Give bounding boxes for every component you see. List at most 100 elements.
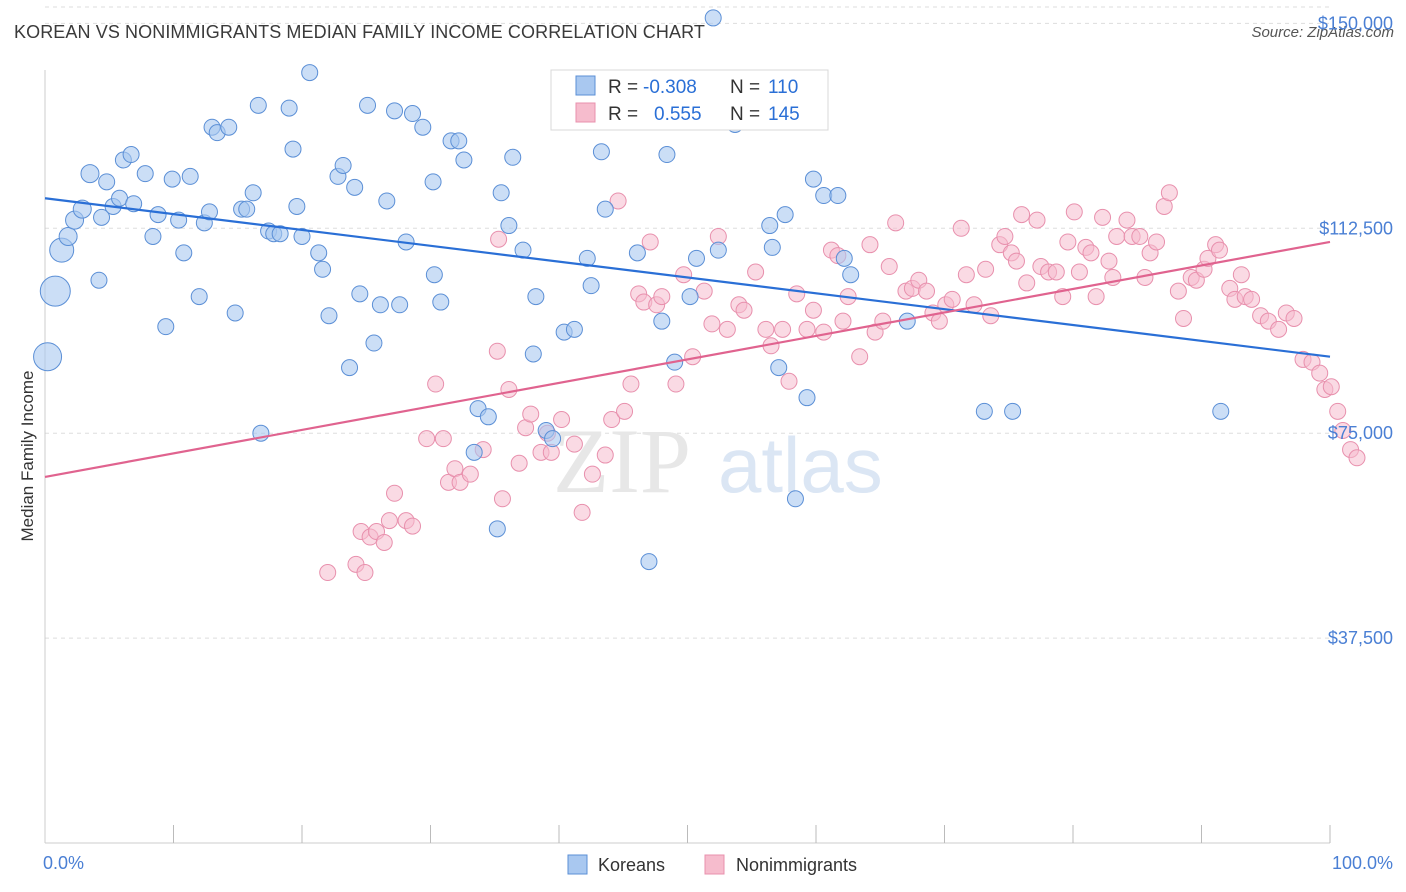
x-tick-label-max: 100.0%: [1332, 853, 1393, 873]
legend-r-label-nonimmigrants: R =: [608, 104, 638, 125]
legend-swatch-koreans: [575, 75, 596, 96]
nonimmigrants-point: [596, 446, 614, 464]
nonimmigrants-point: [603, 411, 621, 429]
nonimmigrants-point: [583, 465, 601, 483]
chart-title: KOREAN VS NONIMMIGRANTS MEDIAN FAMILY IN…: [14, 22, 705, 42]
legend-swatch-nonimmigrants: [575, 102, 596, 123]
koreans-point: [346, 178, 364, 196]
koreans-point: [288, 197, 306, 215]
nonimmigrants-point: [943, 290, 961, 308]
grid-lines: [45, 6, 1330, 639]
nonimmigrants-point: [1070, 263, 1088, 281]
koreans-point: [181, 167, 199, 185]
koreans-point: [371, 296, 389, 314]
koreans-point: [378, 192, 396, 210]
legend-box: [550, 69, 829, 131]
legend-r-value-koreans: -0.308: [643, 77, 697, 98]
koreans-point: [1212, 402, 1230, 420]
koreans-point: [351, 285, 369, 303]
koreans-point: [709, 241, 727, 259]
koreans-point: [424, 173, 442, 191]
nonimmigrants-point: [1131, 227, 1149, 245]
koreans-point: [280, 99, 298, 117]
koreans-point: [804, 170, 822, 188]
y-tick-label: $75,000: [1328, 423, 1393, 443]
nonimmigrants-point: [553, 411, 571, 429]
koreans-point: [157, 318, 175, 336]
koreans-point: [149, 206, 167, 224]
koreans-point: [244, 184, 262, 202]
nonimmigrants-point: [1243, 290, 1261, 308]
koreans-point: [111, 189, 129, 207]
nonimmigrants-point: [815, 323, 833, 341]
koreans-point: [249, 96, 267, 114]
koreans-point: [653, 312, 671, 330]
y-tick-label: $112,500: [1319, 218, 1393, 238]
y-tick-labels: $37,500 $75,000 $112,500 $150,000: [1318, 13, 1393, 648]
y-tick-label: $37,500: [1328, 628, 1393, 648]
koreans-point: [592, 143, 610, 161]
nonimmigrants-point: [1047, 263, 1065, 281]
bottom-legend-swatch-koreans: [567, 854, 588, 875]
nonimmigrants-point: [1348, 449, 1366, 467]
nonimmigrants-point: [565, 435, 583, 453]
koreans-point: [320, 307, 338, 325]
koreans-point: [527, 288, 545, 306]
nonimmigrants-point: [957, 266, 975, 284]
nonimmigrants-point: [1160, 184, 1178, 202]
bottom-legend-swatch-nonimmigrants: [704, 854, 725, 875]
koreans-point: [80, 164, 100, 184]
nonimmigrants-point: [1334, 421, 1352, 439]
nonimmigrants-point: [386, 484, 404, 502]
x-tick-label-min: 0.0%: [43, 853, 84, 873]
nonimmigrants-point: [461, 465, 479, 483]
nonimmigrants-point: [1007, 252, 1025, 270]
nonimmigrants-point: [1148, 233, 1166, 251]
koreans-trend-line: [44, 197, 1331, 358]
nonimmigrants-points: [319, 184, 1366, 582]
nonimmigrants-point: [788, 285, 806, 303]
koreans-point: [386, 102, 404, 120]
series-legend: Koreans Nonimmigrants: [567, 854, 857, 875]
koreans-point: [284, 140, 302, 158]
koreans-point: [770, 359, 788, 377]
nonimmigrants-point: [418, 430, 436, 448]
nonimmigrants-point: [780, 372, 798, 390]
koreans-point: [391, 296, 409, 314]
koreans-point: [404, 105, 422, 123]
nonimmigrants-point: [804, 301, 822, 319]
koreans-point: [98, 173, 116, 191]
nonimmigrants-point: [675, 266, 693, 284]
nonimmigrants-point: [356, 564, 374, 582]
koreans-point: [136, 165, 154, 183]
koreans-point: [640, 553, 658, 571]
koreans-point: [681, 288, 699, 306]
koreans-point: [704, 9, 722, 27]
koreans-point: [500, 217, 518, 235]
koreans-point: [163, 170, 181, 188]
nonimmigrants-point: [609, 192, 627, 210]
koreans-point: [763, 238, 781, 256]
nonimmigrants-point: [1311, 364, 1329, 382]
nonimmigrants-point: [747, 263, 765, 281]
nonimmigrants-point: [861, 236, 879, 254]
koreans-point: [238, 200, 256, 218]
nonimmigrants-point: [380, 512, 398, 530]
legend-n-value-nonimmigrants: 145: [768, 104, 800, 125]
koreans-point: [334, 156, 352, 174]
nonimmigrants-point: [1199, 249, 1217, 267]
koreans-point: [175, 244, 193, 262]
nonimmigrants-point: [427, 375, 445, 393]
legend-r-label-koreans: R =: [608, 77, 638, 98]
nonimmigrants-point: [1018, 274, 1036, 292]
koreans-point: [492, 184, 510, 202]
koreans-point: [58, 226, 78, 246]
nonimmigrants-point: [1210, 241, 1228, 259]
nonimmigrants-point: [493, 490, 511, 508]
nonimmigrants-point: [1108, 227, 1126, 245]
nonimmigrants-point: [500, 380, 518, 398]
nonimmigrants-point: [977, 260, 995, 278]
koreans-point: [414, 118, 432, 136]
koreans-point: [829, 187, 847, 205]
koreans-point: [504, 148, 522, 166]
